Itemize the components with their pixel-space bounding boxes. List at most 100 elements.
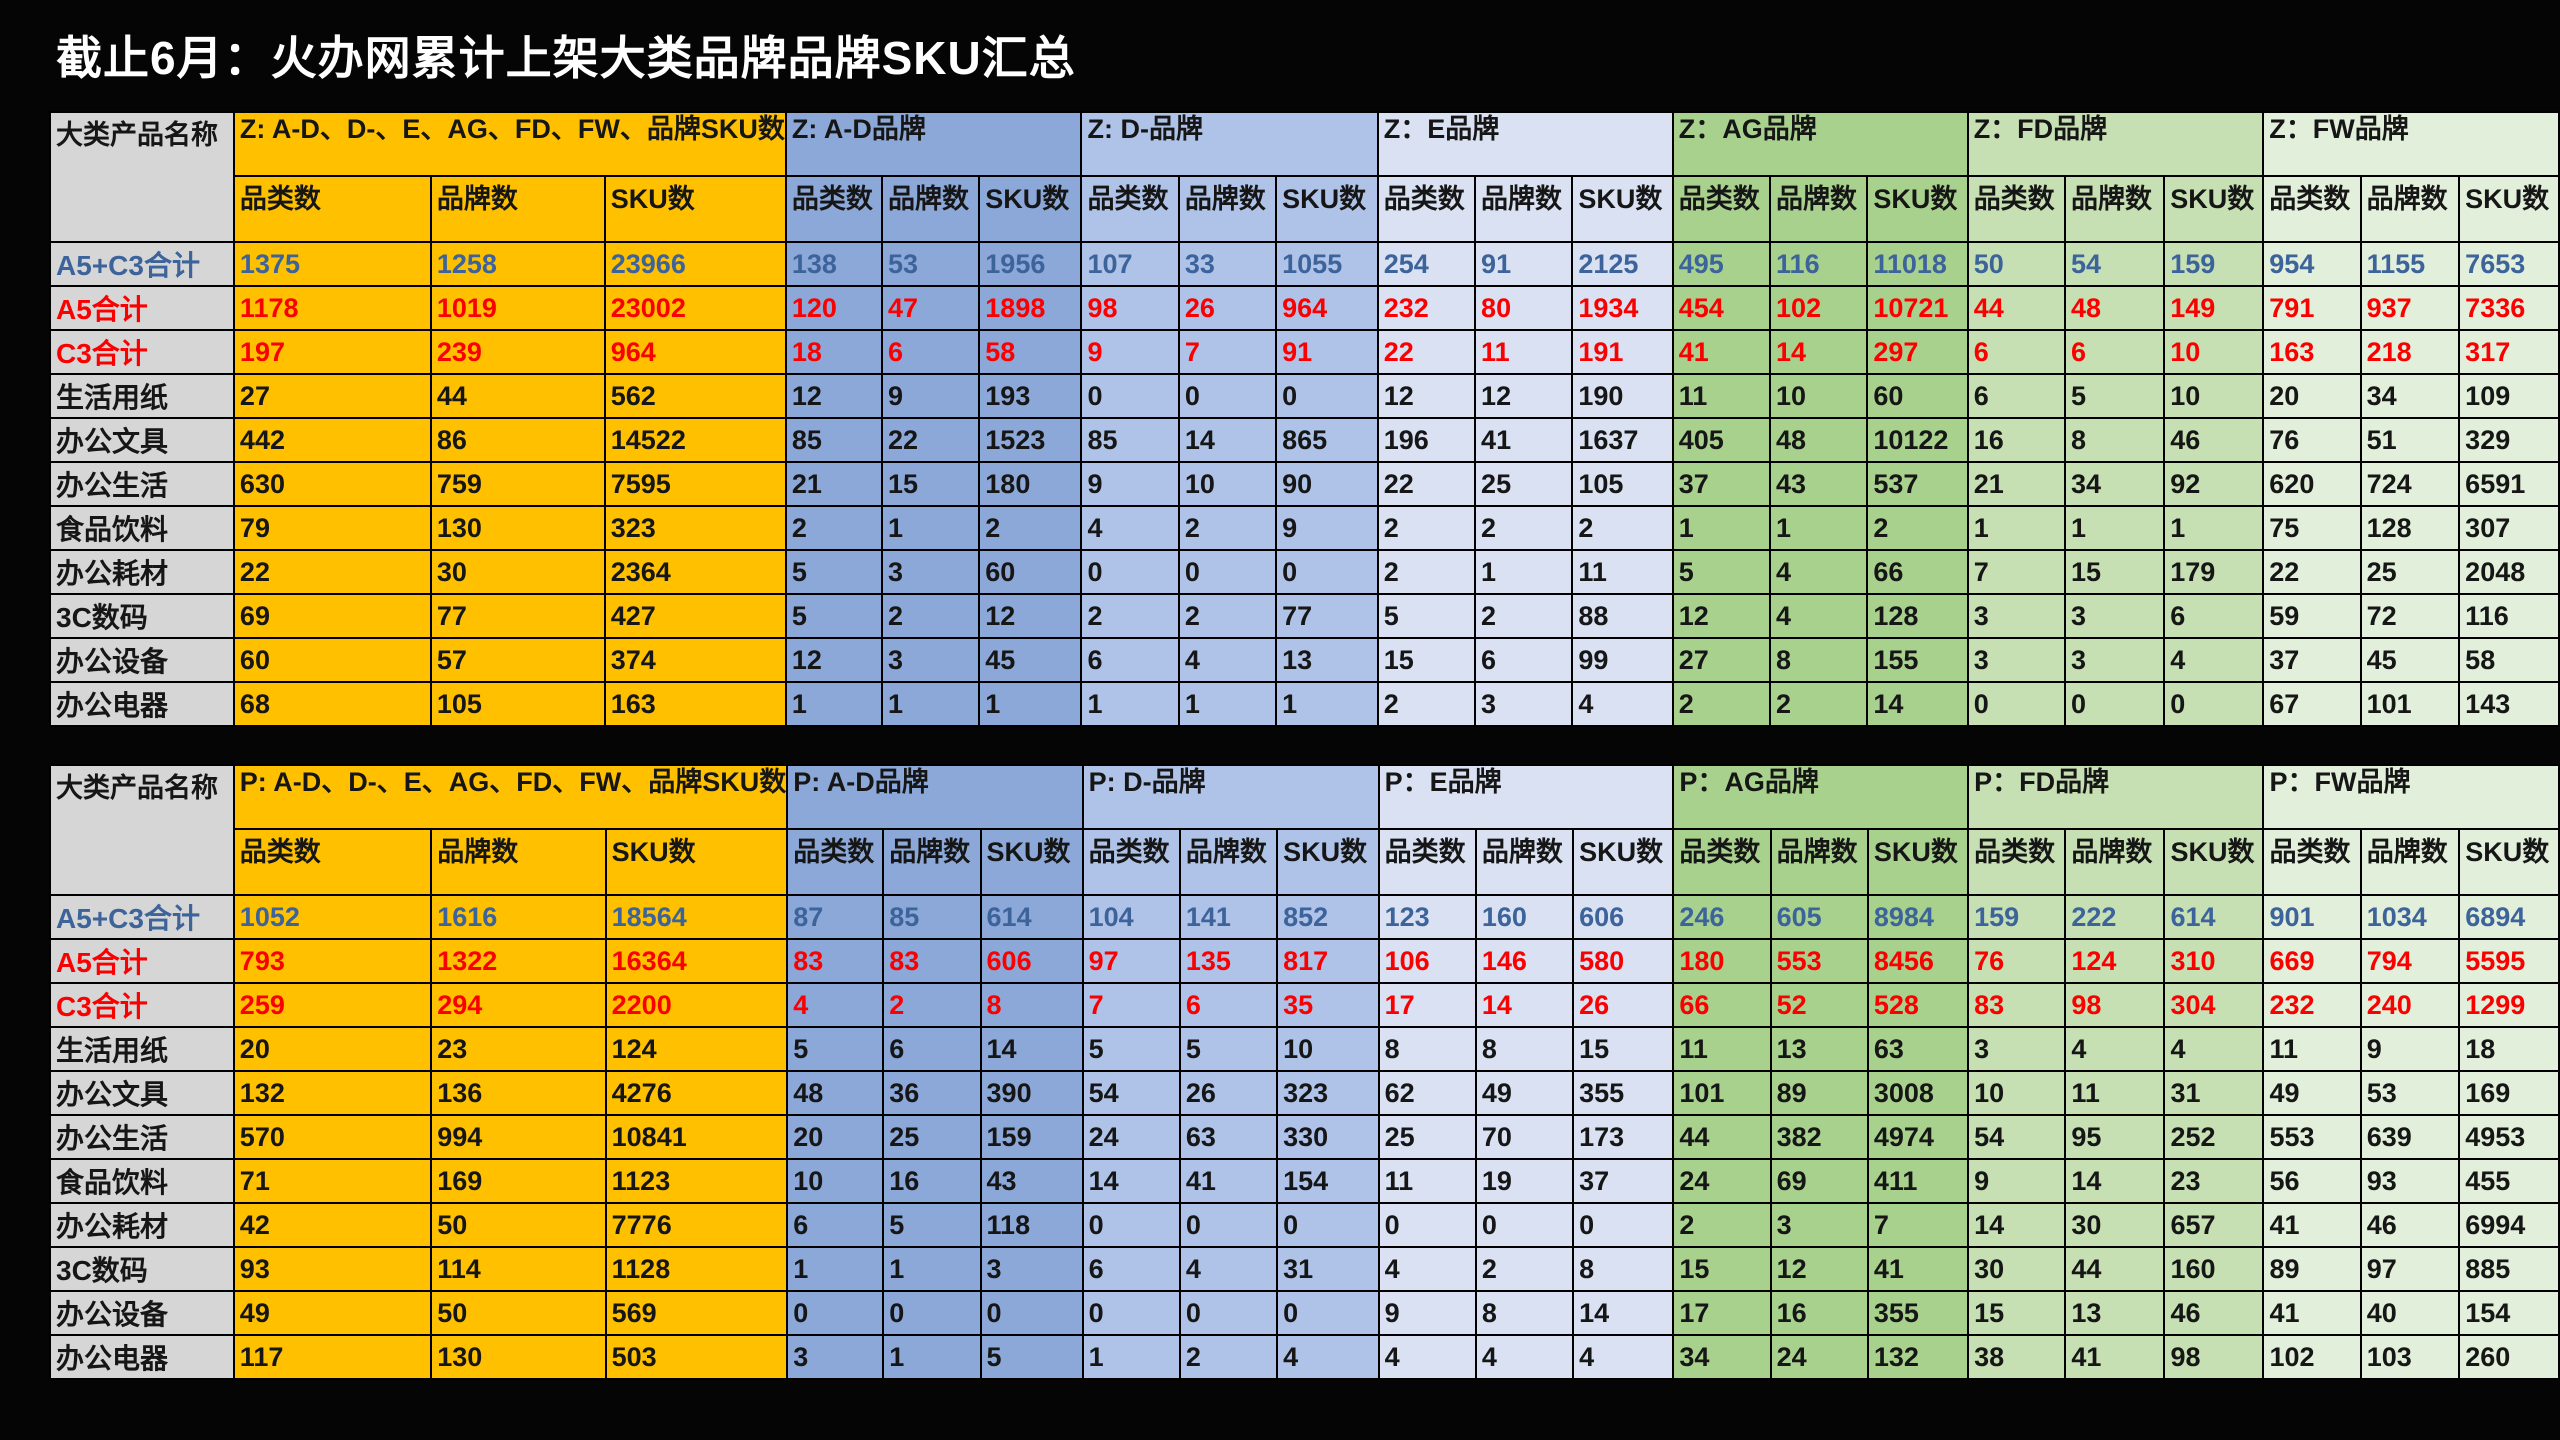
value-cell: 1 bbox=[1769, 505, 1869, 551]
value-cell: 0 bbox=[1474, 1202, 1575, 1248]
value-cell: 6 bbox=[1966, 329, 2067, 375]
subheader-cell: SKU数 bbox=[1866, 175, 1969, 243]
value-cell: 93 bbox=[2359, 1158, 2461, 1204]
value-cell: 59 bbox=[2262, 593, 2362, 639]
value-cell: 0 bbox=[1966, 681, 2067, 727]
value-cell: 76 bbox=[2262, 417, 2362, 463]
value-cell: 885 bbox=[2458, 1246, 2560, 1292]
value-cell: 124 bbox=[604, 1026, 789, 1072]
value-cell: 149 bbox=[2163, 285, 2265, 331]
value-cell: 1322 bbox=[430, 938, 607, 984]
value-cell: 4 bbox=[1080, 505, 1180, 551]
value-cell: 5 bbox=[784, 593, 883, 639]
value-cell: 33 bbox=[1177, 241, 1278, 287]
subheader-cell: SKU数 bbox=[1275, 175, 1379, 243]
value-cell: 6 bbox=[1178, 982, 1279, 1028]
value-cell: 98 bbox=[2163, 1334, 2265, 1380]
group-header-cell: P: D-品牌 bbox=[1081, 764, 1380, 830]
value-cell: 5 bbox=[784, 549, 883, 595]
value-cell: 159 bbox=[979, 1114, 1084, 1160]
subheader-cell: 品类数 bbox=[232, 828, 433, 896]
value-cell: 50 bbox=[1966, 241, 2067, 287]
value-cell: 37 bbox=[2262, 637, 2362, 683]
value-cell: 9 bbox=[1377, 1290, 1477, 1336]
value-cell: 196 bbox=[1376, 417, 1477, 463]
subheader-cell: 品类数 bbox=[1376, 175, 1477, 243]
value-cell: 10 bbox=[1769, 373, 1869, 419]
subheader-cell: 品牌数 bbox=[2359, 828, 2461, 896]
value-cell: 22 bbox=[1376, 461, 1477, 507]
subheader-cell: 品类数 bbox=[232, 175, 432, 243]
value-cell: 5 bbox=[2064, 373, 2166, 419]
value-cell: 67 bbox=[2262, 681, 2362, 727]
value-cell: 0 bbox=[1177, 549, 1278, 595]
group-header-cell: P：AG品牌 bbox=[1672, 764, 1970, 830]
value-cell: 41 bbox=[1178, 1158, 1279, 1204]
value-cell: 7595 bbox=[603, 461, 787, 507]
value-cell: 2 bbox=[1866, 505, 1969, 551]
value-cell: 2 bbox=[1769, 681, 1869, 727]
value-cell: 0 bbox=[1377, 1202, 1477, 1248]
value-cell: 22 bbox=[2262, 549, 2362, 595]
value-cell: 95 bbox=[2064, 1114, 2166, 1160]
subheader-cell: SKU数 bbox=[1866, 828, 1970, 896]
value-cell: 606 bbox=[979, 938, 1084, 984]
value-cell: 130 bbox=[430, 1334, 607, 1380]
row-label-cell: A5+C3合计 bbox=[49, 894, 235, 940]
value-cell: 46 bbox=[2359, 1202, 2461, 1248]
value-cell: 14 bbox=[2064, 1158, 2166, 1204]
value-cell: 36 bbox=[882, 1070, 982, 1116]
value-cell: 2 bbox=[882, 982, 982, 1028]
value-cell: 6 bbox=[1474, 637, 1574, 683]
value-cell: 427 bbox=[603, 593, 787, 639]
value-cell: 101 bbox=[2359, 681, 2461, 727]
value-cell: 1128 bbox=[604, 1246, 789, 1292]
value-cell: 8 bbox=[1572, 1246, 1675, 1292]
value-cell: 179 bbox=[2163, 549, 2265, 595]
value-cell: 964 bbox=[1275, 285, 1379, 331]
value-cell: 794 bbox=[2359, 938, 2461, 984]
subheader-cell: 品类数 bbox=[2262, 828, 2362, 896]
value-cell: 570 bbox=[232, 1114, 433, 1160]
value-cell: 71 bbox=[232, 1158, 433, 1204]
value-cell: 8984 bbox=[1866, 894, 1970, 940]
value-cell: 12 bbox=[784, 373, 883, 419]
value-cell: 116 bbox=[2458, 593, 2560, 639]
value-cell: 25 bbox=[1377, 1114, 1477, 1160]
value-cell: 4 bbox=[2064, 1026, 2166, 1072]
value-cell: 24 bbox=[1081, 1114, 1181, 1160]
value-cell: 23002 bbox=[603, 285, 787, 331]
value-cell: 9 bbox=[880, 373, 981, 419]
value-cell: 87 bbox=[786, 894, 885, 940]
value-cell: 2 bbox=[1178, 1334, 1279, 1380]
value-cell: 630 bbox=[232, 461, 432, 507]
value-cell: 1258 bbox=[429, 241, 606, 287]
value-cell: 14522 bbox=[603, 417, 787, 463]
value-cell: 44 bbox=[2064, 1246, 2166, 1292]
value-cell: 12 bbox=[784, 637, 883, 683]
value-cell: 2364 bbox=[603, 549, 787, 595]
subheader-cell: SKU数 bbox=[2163, 175, 2265, 243]
value-cell: 85 bbox=[784, 417, 883, 463]
value-cell: 26 bbox=[1177, 285, 1278, 331]
value-cell: 1 bbox=[786, 1246, 885, 1292]
value-cell: 537 bbox=[1866, 461, 1969, 507]
row-label-cell: 食品饮料 bbox=[49, 1158, 235, 1204]
value-cell: 580 bbox=[1572, 938, 1675, 984]
value-cell: 3008 bbox=[1866, 1070, 1970, 1116]
value-cell: 9 bbox=[1080, 329, 1180, 375]
value-cell: 41 bbox=[2064, 1334, 2166, 1380]
value-cell: 330 bbox=[1276, 1114, 1380, 1160]
corner-header-cell: 大类产品名称 bbox=[49, 764, 235, 896]
value-cell: 3 bbox=[1967, 1026, 2067, 1072]
value-cell: 48 bbox=[786, 1070, 885, 1116]
value-cell: 6894 bbox=[2458, 894, 2560, 940]
value-cell: 45 bbox=[978, 637, 1083, 683]
value-cell: 4 bbox=[2163, 1026, 2265, 1072]
value-cell: 254 bbox=[1376, 241, 1477, 287]
value-cell: 0 bbox=[882, 1290, 982, 1336]
subheader-cell: SKU数 bbox=[978, 175, 1083, 243]
value-cell: 4 bbox=[1769, 549, 1869, 595]
value-cell: 6994 bbox=[2458, 1202, 2560, 1248]
row-label-cell: 办公电器 bbox=[49, 681, 235, 727]
